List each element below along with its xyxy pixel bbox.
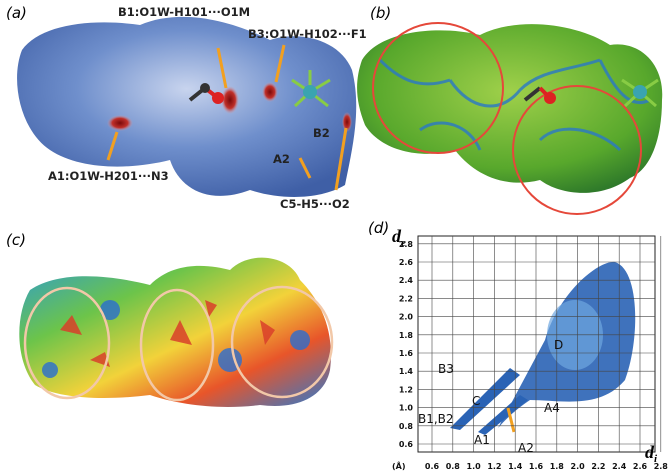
unit-label: (Å) [392, 461, 406, 471]
annotation: B3:O1W-H102···F1 [248, 27, 367, 41]
x-tick-label: 0.6 [425, 462, 440, 471]
annotation: A1:O1W-H201···N3 [48, 169, 169, 183]
y-tick-label: 1.0 [399, 404, 414, 413]
annotation: B2 [313, 126, 330, 140]
axis-label: de [392, 226, 406, 249]
x-tick-label: 1.2 [487, 462, 501, 471]
page: (a) (b) (c) (d) B1:O1W-H101···O1M B3:O1W-H102… [0, 0, 669, 474]
x-tick-label: 1.0 [467, 462, 482, 471]
axis-label: di [645, 442, 658, 465]
y-tick-label: 0.8 [399, 422, 414, 431]
x-tick-label: 0.8 [446, 462, 461, 471]
figure: (a) (b) (c) (d) B1:O1W-H101···O1M B3:O1W-H102… [0, 0, 669, 474]
annotation: D [554, 338, 563, 352]
y-tick-label: 2.6 [399, 258, 414, 267]
surface-b [357, 23, 662, 214]
axis-label-sub: e [401, 237, 406, 249]
annotation: A4 [544, 401, 560, 415]
x-tick-label: 2.2 [591, 462, 605, 471]
annotation: A2 [518, 441, 534, 455]
annotation: A1 [474, 433, 490, 447]
annotation: B3 [438, 362, 454, 376]
x-tick-label: 1.6 [529, 462, 544, 471]
panel-label: (b) [370, 4, 391, 22]
y-tick-label: 2.2 [399, 294, 413, 303]
x-tick-label: 2.6 [633, 462, 648, 471]
x-tick-label: 1.8 [550, 462, 565, 471]
y-tick-label: 1.6 [399, 349, 414, 358]
annotation: A2 [273, 152, 290, 166]
y-tick-label: 2.4 [399, 276, 414, 285]
y-tick-label: 1.4 [399, 367, 414, 376]
annotation: B1:O1W-H101···O1M [118, 5, 250, 19]
x-tick-label: 1.4 [508, 462, 523, 471]
panel-label: (a) [6, 4, 27, 22]
y-tick-label: 2.0 [399, 313, 414, 322]
annotation: C [472, 394, 480, 408]
y-tick-label: 0.6 [399, 440, 414, 449]
annotation: B1,B2 [418, 412, 454, 426]
y-tick-label: 1.8 [399, 331, 414, 340]
panel-label: (d) [368, 219, 389, 237]
annotation: C5-H5···O2 [280, 197, 350, 211]
y-tick-label: 1.2 [399, 385, 413, 394]
x-tick-label: 2.0 [571, 462, 586, 471]
panel-label: (c) [6, 231, 26, 249]
surface-c [19, 258, 332, 407]
x-tick-label: 2.4 [612, 462, 627, 471]
